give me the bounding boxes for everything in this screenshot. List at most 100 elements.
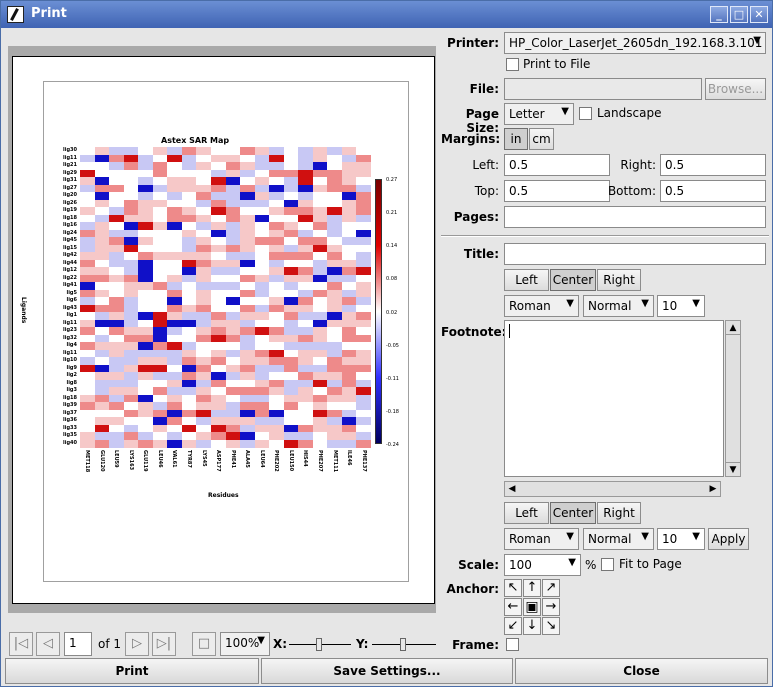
heatmap-cell [80,349,96,358]
footnote-align-center-button[interactable]: Center [550,502,596,524]
heatmap-cell [94,154,110,163]
heatmap-cell [298,192,314,200]
landscape-checkbox[interactable] [579,107,592,120]
chevron-down-icon: ▼ [753,35,761,46]
heatmap-cell [240,349,256,358]
footnote-font-style-select[interactable]: Normal ▼ [583,528,654,550]
heatmap-cell [283,162,299,170]
ligand-label: lig32 [63,334,77,341]
anchor-w-icon[interactable]: ← [504,598,522,616]
minimize-button[interactable]: _ [710,6,728,23]
heatmap-cell [167,184,183,193]
heatmap-cell [152,147,168,155]
scroll-left-icon[interactable]: ◀ [508,484,516,494]
anchor-n-icon[interactable]: ↑ [523,579,541,597]
heatmap-cell [181,387,197,395]
save-settings-button[interactable]: Save Settings... [261,658,513,684]
zoom-select[interactable]: 100% ▼ [220,632,270,656]
heatmap-cell [312,349,328,358]
print-to-file-checkbox[interactable] [506,58,519,71]
title-font-style-select[interactable]: Normal ▼ [583,295,654,317]
print-button[interactable]: Print [5,658,259,684]
heatmap-cell [283,342,299,350]
printer-select[interactable]: HP_Color_LaserJet_2605dn_192.168.3.101 ▼ [504,32,766,54]
anchor-se-icon[interactable]: ↘ [542,617,560,635]
pages-input[interactable] [504,206,766,228]
scroll-down-icon[interactable]: ▼ [726,462,740,476]
fit-view-button[interactable]: □ [192,632,216,656]
bottom-margin-input[interactable]: 0.5 [660,180,766,202]
heatmap-cell [181,229,197,238]
title-align-right-button[interactable]: Right [597,269,641,291]
anchor-nw-icon[interactable]: ↖ [504,579,522,597]
heatmap-cell [123,439,139,448]
page-size-select[interactable]: Letter ▼ [504,103,574,125]
heatmap-cell [167,439,183,448]
heatmap-cell [254,409,270,418]
heatmap-cell [123,147,139,155]
footnote-font-size-select[interactable]: 10 ▼ [657,528,705,550]
heatmap-cell [269,184,285,193]
heatmap-cell [138,252,154,260]
heatmap-cell [312,147,328,155]
heatmap-cell [356,237,372,245]
ligand-label: lig40 [63,439,77,446]
anchor-s-icon[interactable]: ↓ [523,617,541,635]
heatmap-cell [181,289,197,298]
heatmap-cell [167,394,183,403]
heatmap-cell [341,214,357,223]
page-number-input[interactable]: 1 [64,632,92,656]
footnote-align-left-button[interactable]: Left [504,502,549,524]
browse-button[interactable]: Browse... [705,78,766,100]
file-path-input[interactable] [504,78,702,100]
anchor-e-icon[interactable]: → [542,598,560,616]
heatmap-cell [181,267,197,275]
anchor-center-icon[interactable]: ▣ [523,598,541,616]
title-align-left-button[interactable]: Left [504,269,549,291]
heatmap-cell [196,424,212,433]
heatmap-cell [269,229,285,238]
close-window-button[interactable]: ✕ [750,6,768,23]
heatmap-cell [312,237,328,245]
prev-page-button[interactable]: ◁ [36,632,60,656]
unit-in-button[interactable]: in [504,128,528,150]
title-font-size-select[interactable]: 10 ▼ [657,295,705,317]
heatmap-cell [240,214,256,223]
heatmap-cell [138,259,154,268]
maximize-button[interactable]: □ [730,6,748,23]
heatmap-cell [240,259,256,268]
footnote-textarea[interactable] [504,320,724,477]
unit-cm-button[interactable]: cm [529,128,554,150]
footnote-align-right-button[interactable]: Right [597,502,641,524]
heatmap-cell [109,357,125,365]
footnote-font-family-select[interactable]: Roman ▼ [504,528,579,550]
frame-checkbox[interactable] [506,638,519,651]
next-page-button[interactable]: ▷ [125,632,149,656]
title-align-center-button[interactable]: Center [550,269,596,291]
close-button[interactable]: Close [515,658,768,684]
footnote-vertical-scrollbar[interactable]: ▲ ▼ [725,320,741,477]
last-page-button[interactable]: ▷| [152,632,176,656]
heatmap-cell [327,327,343,335]
scroll-right-icon[interactable]: ▶ [709,484,717,494]
heatmap-cell [196,274,212,283]
scale-select[interactable]: 100 ▼ [504,554,581,576]
heatmap-cell [167,349,183,358]
top-margin-input[interactable]: 0.5 [504,180,610,202]
first-page-button[interactable]: |◁ [9,632,33,656]
footnote-horizontal-scrollbar[interactable]: ◀ ▶ [504,481,721,497]
anchor-ne-icon[interactable]: ↗ [542,579,560,597]
fit-to-page-checkbox[interactable] [601,558,614,571]
anchor-sw-icon[interactable]: ↙ [504,617,522,635]
heatmap-cell [196,184,212,193]
right-margin-input[interactable]: 0.5 [660,154,766,176]
y-offset-slider[interactable] [400,638,406,651]
title-font-family-select[interactable]: Roman ▼ [504,295,579,317]
scroll-up-icon[interactable]: ▲ [726,321,740,335]
left-margin-input[interactable]: 0.5 [504,154,610,176]
apply-button[interactable]: Apply [708,528,749,550]
heatmap-cell [341,312,357,320]
x-offset-slider[interactable] [316,638,322,651]
title-input[interactable] [504,243,766,265]
heatmap-cell [327,147,343,155]
